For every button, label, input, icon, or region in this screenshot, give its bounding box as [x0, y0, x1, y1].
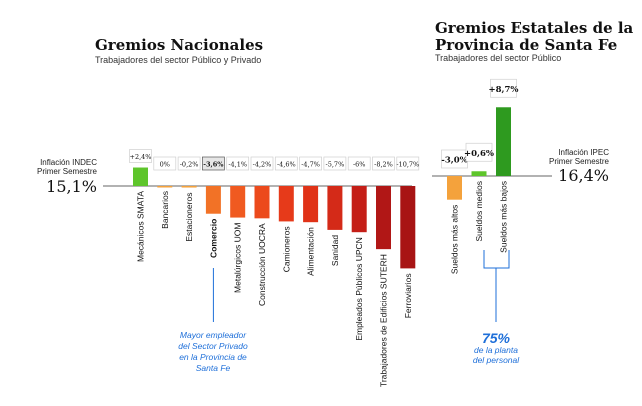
chart-subtitle-estatales: Trabajadores del sector Público — [435, 53, 561, 63]
annotation-text-line: Santa Fe — [196, 363, 231, 373]
value-label: -5,7% — [326, 161, 345, 169]
annotation-text-estatales-line: de la planta — [474, 345, 518, 355]
reference-label-nacionales-line: Primer Semestre — [37, 167, 98, 176]
reference-value-nacionales: 15,1% — [46, 177, 97, 196]
category-label: Estacioneros — [184, 193, 194, 242]
category-label: Trabajadores de Edificios SUTERH — [379, 254, 389, 387]
value-label-box — [202, 156, 225, 171]
category-label: Metalúrgicos UOM — [233, 223, 243, 293]
bar-9 — [327, 186, 343, 230]
category-label: Construcción UOCRA — [257, 223, 267, 306]
category-label: Comercio — [208, 219, 218, 258]
bar-estatal-2 — [471, 171, 487, 176]
reference-label-estatales-line: Primer Semestre — [549, 157, 610, 166]
bar-2 — [157, 186, 173, 188]
bar-4 — [205, 186, 221, 214]
value-label-box — [372, 156, 395, 171]
reference-label-estatales-line: Inflación IPEC — [558, 148, 609, 157]
annotation-text-estatales-line: del personal — [473, 355, 520, 365]
bar-estatal-1 — [447, 176, 462, 200]
value-label-box — [347, 156, 371, 171]
category-label: Sueldos más altos — [450, 205, 460, 274]
category-label: Sueldos medios — [474, 181, 484, 241]
reference-label-nacionales: Inflación INDEC Primer Semestre — [37, 158, 98, 176]
bar-8 — [303, 186, 319, 223]
category-label: Alimentación — [306, 227, 316, 276]
bar-6 — [254, 186, 270, 219]
chart-subtitle-nacionales: Trabajadores del sector Público y Privad… — [95, 55, 261, 65]
chart-title-estatales-line: Gremios Estatales de la — [435, 19, 634, 37]
value-label-box — [226, 156, 250, 171]
bar-estatal-3 — [496, 107, 511, 176]
reference-value-estatales: 16,4% — [558, 166, 609, 185]
chart-title-nacionales: Gremios Nacionales — [95, 36, 263, 54]
value-label: +2,4% — [130, 153, 152, 161]
value-label: -4,6% — [277, 161, 296, 169]
value-label-box — [396, 156, 420, 171]
value-label: -6% — [353, 161, 366, 169]
value-label-box — [177, 156, 201, 171]
value-label-box — [490, 78, 517, 98]
annotation-text: Mayor empleador del Sector Privado en la P… — [178, 330, 248, 373]
reference-label-estatales: Inflación IPEC Primer Semestre — [549, 148, 610, 166]
value-label: -4,7% — [301, 161, 320, 169]
value-label: -3,6% — [203, 161, 224, 169]
chart-title-estatales-text: Gremios Estatales de la Provincia de Sant… — [435, 19, 634, 54]
chart-title-estatales-line: Provincia de Santa Fe — [435, 36, 617, 54]
category-label: Sueldos más bajos — [499, 181, 509, 253]
bar-5 — [230, 186, 246, 218]
category-label: Mecánicos SMATA — [136, 191, 146, 262]
category-label: Sanidad — [330, 235, 340, 266]
value-label: -10,7% — [396, 161, 419, 169]
annotation-text-line: del Sector Privado — [178, 341, 248, 351]
value-label-box — [274, 156, 298, 171]
value-label-box — [250, 156, 274, 171]
value-label: -4,1% — [228, 161, 247, 169]
category-label: Ferroviarios — [403, 273, 413, 318]
reference-label-nacionales-line: Inflación INDEC — [40, 158, 97, 167]
value-label-box — [129, 149, 152, 163]
value-label-box — [299, 156, 322, 171]
value-label: -8,2% — [374, 161, 393, 169]
category-label: Camioneros — [281, 226, 291, 272]
value-label-box — [153, 156, 177, 171]
value-label: -4,2% — [253, 161, 272, 169]
bar-3 — [181, 186, 197, 188]
value-label: -0,2% — [180, 161, 199, 169]
value-label: +0,6% — [464, 149, 494, 159]
annotation-text-line: Mayor empleador — [180, 330, 247, 340]
annotation-text-estatales: de la planta del personal — [473, 345, 520, 365]
chart-title-estatales: Gremios Estatales de la Provincia de Sant… — [435, 19, 634, 54]
bar-10 — [351, 186, 367, 233]
annotation-value: 75% — [482, 330, 511, 346]
bar-7 — [278, 186, 294, 222]
category-label: Bancarios — [160, 191, 170, 229]
chart-plot-area: Inflación INDEC Primer Semestre15,1%+2,4%… — [37, 78, 610, 387]
value-label-box — [323, 156, 347, 171]
value-label: +8,7% — [489, 85, 519, 95]
value-label: -3,0% — [441, 156, 467, 166]
bar-11 — [376, 186, 391, 250]
bar-12 — [400, 186, 416, 269]
value-label: 0% — [160, 161, 170, 169]
annotation-text-line: en la Provincia de — [179, 352, 247, 362]
category-label: Empleados Públicos UPCN — [354, 237, 364, 340]
annotation-bracket — [483, 250, 510, 322]
bar-1 — [133, 167, 148, 186]
value-label-box — [465, 142, 493, 162]
